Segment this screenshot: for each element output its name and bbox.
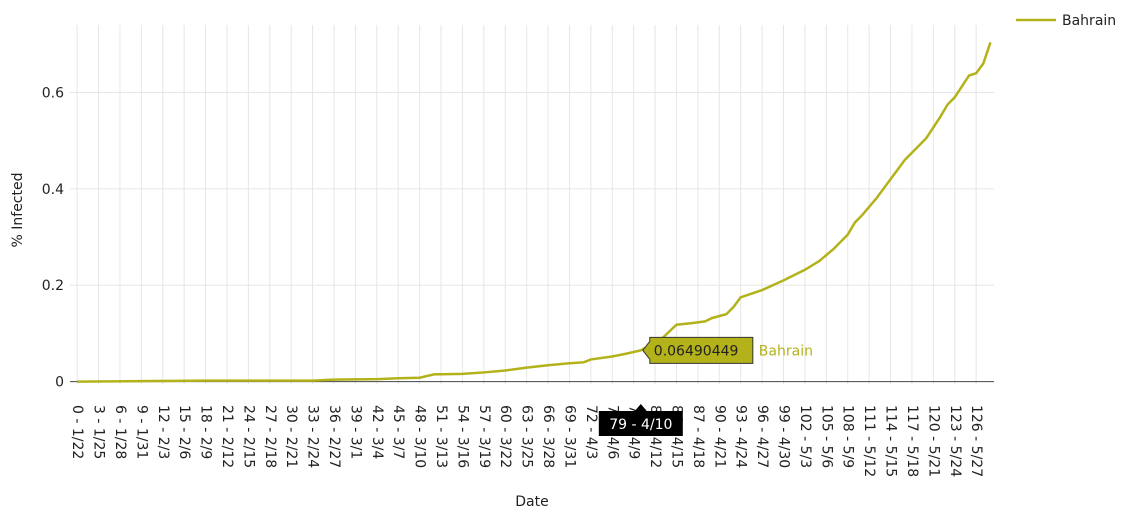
x-tick-label: 126 - 5/27 [968,405,984,477]
x-tick-label: 57 - 3/19 [476,405,492,468]
x-tick-label: 69 - 3/31 [561,405,577,468]
x-tick-label: 18 - 2/9 [198,405,214,459]
hover-name: Bahrain [759,343,813,359]
hover-value: 0.06490449 [654,343,739,359]
x-tick-label: 99 - 4/30 [776,405,792,468]
x-tick-label: 33 - 2/24 [305,405,321,468]
hover-x-box [598,411,683,436]
x-tick-label: 21 - 2/12 [219,405,235,468]
x-tick-label: 24 - 2/15 [240,405,256,468]
hover-x-arrow [634,404,647,411]
x-tick-label: 54 - 3/16 [454,405,470,468]
x-tick-label: 51 - 3/13 [433,405,449,468]
y-tick-label: 0 [55,375,64,391]
x-tick-label: 90 - 4/21 [711,405,727,468]
x-tick-label: 48 - 3/10 [412,405,428,468]
y-tick-label: 0.4 [42,182,64,198]
legend-label: Bahrain [1062,13,1116,29]
x-tick-label: 63 - 3/25 [519,405,535,468]
x-tick-label: 123 - 5/24 [947,405,963,477]
y-tick-label: 0.6 [42,85,64,101]
x-tick-label: 9 - 1/31 [133,405,149,459]
x-tick-label: 102 - 5/3 [797,405,813,468]
line [77,41,992,383]
x-axis-title: Date [515,494,548,510]
x-tick-label: 27 - 2/18 [262,405,278,468]
x-tick-label: 30 - 2/21 [283,405,299,468]
x-tick-label: 120 - 5/21 [925,405,941,477]
x-tick-label: 39 - 3/1 [347,405,363,459]
x-tick-label: 60 - 3/22 [497,405,513,468]
y-tick-label: 0.2 [42,278,64,294]
x-tick-label: 108 - 5/9 [840,405,856,468]
x-tick-label: 72 - 4/3 [583,405,599,459]
x-tick-label: 114 - 5/15 [883,405,899,477]
x-tick-label: 3 - 1/25 [91,405,107,459]
x-tick-label: 87 - 4/18 [690,405,706,468]
x-tick-label: 15 - 2/6 [176,405,192,459]
hover-box [642,336,754,364]
x-tick-label: 45 - 3/7 [390,405,406,459]
x-tick-label: 93 - 4/24 [733,405,749,468]
x-tick-label: 96 - 4/27 [754,405,770,468]
hover-x-label: 79 - 4/10 [609,417,672,433]
y-axis-title: % Infected [10,173,26,248]
x-tick-label: 105 - 5/6 [818,405,834,468]
x-tick-label: 117 - 5/18 [904,405,920,477]
x-tick-label: 6 - 1/28 [112,405,128,459]
x-tick-label: 12 - 2/3 [155,405,171,459]
x-tick-label: 66 - 3/28 [540,405,556,468]
x-tick-label: 0 - 1/22 [69,405,85,459]
x-tick-label: 111 - 5/12 [861,405,877,477]
x-tick-label: 42 - 3/4 [369,405,385,459]
x-tick-label: 36 - 2/27 [326,405,342,468]
